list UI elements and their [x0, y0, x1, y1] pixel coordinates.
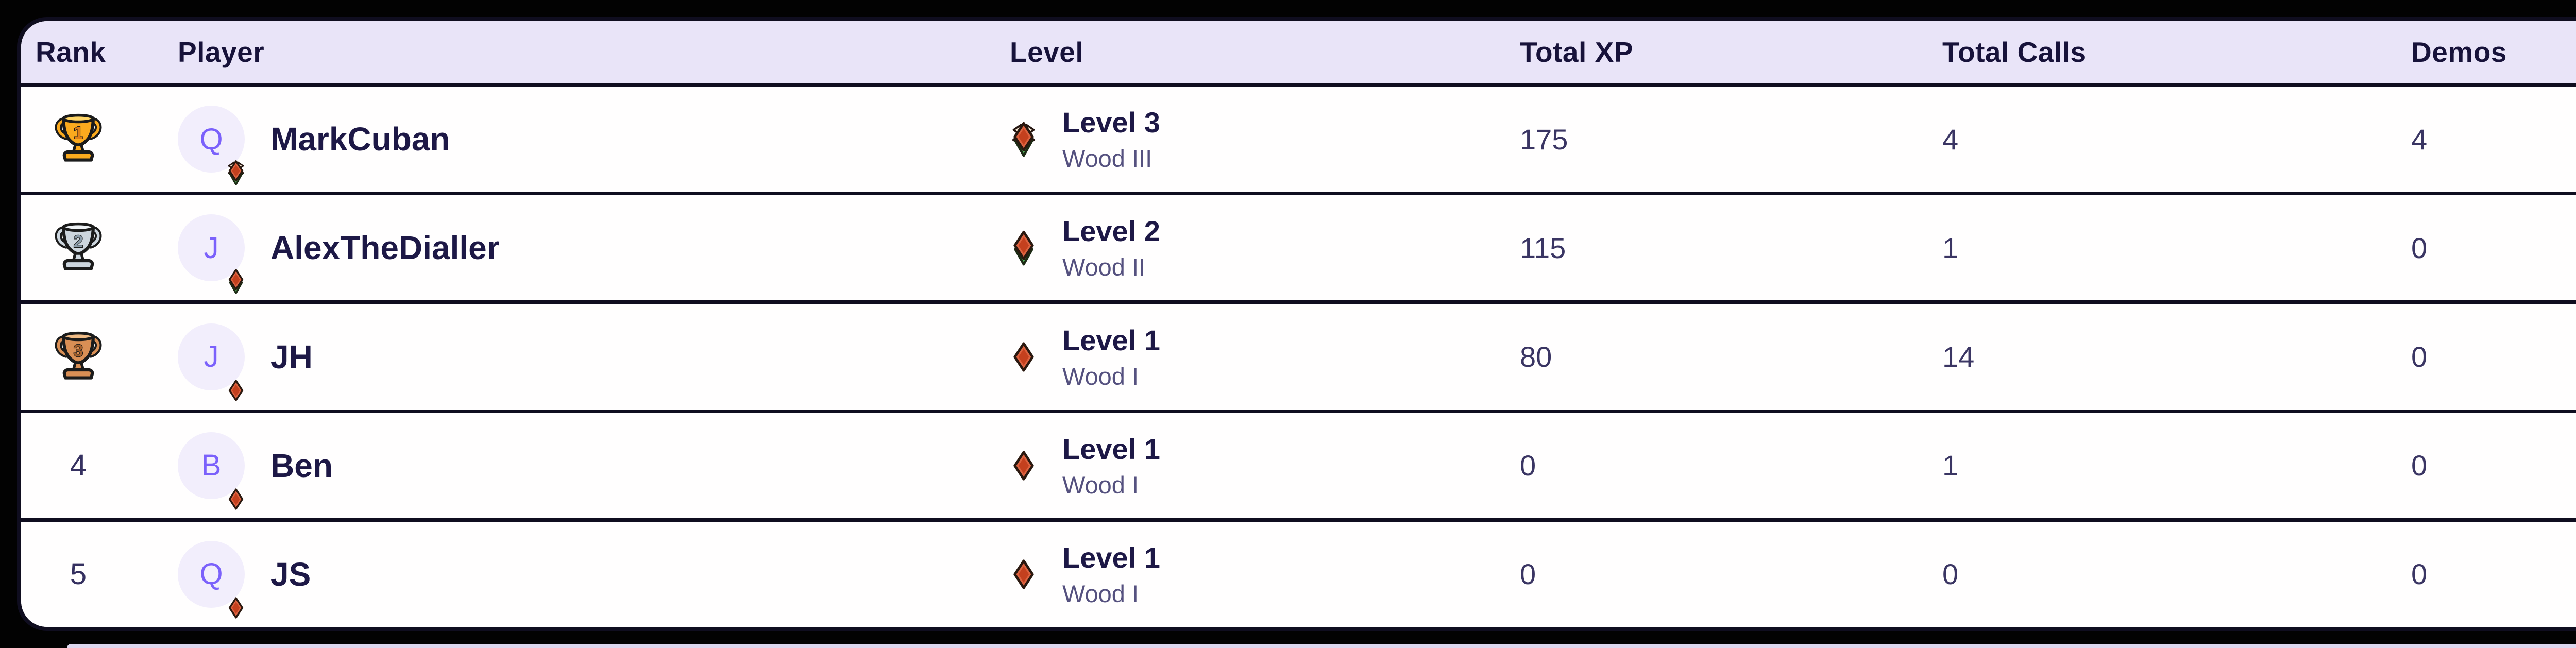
rank-number: 4	[70, 449, 87, 483]
svg-text:3: 3	[74, 341, 83, 360]
demos-value: 0	[2411, 231, 2428, 264]
table-row: 2 J AlexTheDialler Level 2 W	[21, 195, 2576, 304]
total-calls-value: 1	[1942, 449, 1959, 482]
level-tier-label: Wood I	[1062, 579, 1139, 607]
level-label: Level 2	[1062, 215, 1160, 248]
level-badge-mini-icon	[226, 594, 246, 621]
level-badge-icon	[1010, 229, 1038, 266]
level-cell: Level 1 Wood I	[1010, 323, 1520, 390]
level-label: Level 1	[1062, 541, 1160, 574]
svg-text:1: 1	[74, 124, 83, 143]
level-badge-icon	[1010, 556, 1038, 593]
level-tier-label: Wood II	[1062, 253, 1146, 281]
level-badge-mini-icon	[226, 268, 246, 295]
column-header-level: Level	[1010, 36, 1084, 68]
total-xp-value: 115	[1520, 231, 1566, 264]
avatar: Q	[178, 106, 245, 186]
level-badge-icon	[1010, 447, 1038, 484]
player-cell: J JH	[178, 323, 1010, 401]
total-xp-value: 80	[1520, 340, 1552, 373]
column-header-demos: Demos	[2411, 36, 2507, 68]
trophy-silver-icon: 2	[54, 221, 103, 275]
level-tier-label: Wood I	[1062, 362, 1139, 390]
total-calls-value: 4	[1942, 123, 1959, 156]
rank-number: 5	[70, 557, 87, 591]
level-badge-mini-icon	[226, 159, 246, 186]
avatar: J	[178, 323, 245, 401]
player-cell: B Ben	[178, 432, 1010, 510]
total-xp-value: 0	[1520, 449, 1536, 482]
player-name: AlexTheDialler	[270, 229, 500, 267]
total-xp-value: 175	[1520, 123, 1568, 156]
table-row: 4 B Ben Level 1 Wood I 0 1	[21, 413, 2576, 522]
rank-cell: 3	[21, 330, 178, 384]
demos-value: 0	[2411, 558, 2428, 591]
level-label: Level 3	[1062, 106, 1160, 139]
level-badge-mini-icon	[226, 377, 246, 404]
player-name: JS	[270, 555, 311, 593]
level-cell: Level 1 Wood I	[1010, 541, 1520, 608]
total-xp-value: 0	[1520, 558, 1536, 591]
level-cell: Level 3 Wood III	[1010, 106, 1520, 173]
avatar: J	[178, 214, 245, 295]
avatar: Q	[178, 540, 245, 619]
level-label: Level 1	[1062, 323, 1160, 356]
player-cell: Q MarkCuban	[178, 106, 1010, 186]
level-tier-label: Wood I	[1062, 471, 1139, 499]
level-badge-mini-icon	[226, 486, 246, 513]
player-name: MarkCuban	[270, 121, 450, 158]
table-row: 5 Q JS Level 1 Wood I 0 0	[21, 521, 2576, 627]
rank-cell: 1	[21, 112, 178, 166]
table-row: 3 J JH Level 1 Wood I	[21, 304, 2576, 413]
next-card-peek	[67, 644, 2576, 648]
column-header-rank: Rank	[36, 36, 106, 68]
player-cell: J AlexTheDialler	[178, 214, 1010, 295]
player-name: JH	[270, 338, 313, 376]
trophy-bronze-icon: 3	[54, 330, 103, 384]
demos-value: 4	[2411, 123, 2428, 156]
total-calls-value: 0	[1942, 558, 1959, 591]
table-header-row: Rank Player Level Total XP Total Calls D…	[21, 21, 2576, 87]
demos-value: 0	[2411, 340, 2428, 373]
level-label: Level 1	[1062, 432, 1160, 465]
total-calls-value: 1	[1942, 231, 1959, 264]
player-name: Ben	[270, 447, 333, 484]
level-badge-icon	[1010, 121, 1038, 158]
column-header-total-xp: Total XP	[1520, 36, 1633, 68]
column-header-total-calls: Total Calls	[1942, 36, 2087, 68]
avatar: B	[178, 432, 245, 510]
leaderboard-card: Rank Player Level Total XP Total Calls D…	[17, 17, 2576, 631]
player-cell: Q JS	[178, 540, 1010, 619]
total-calls-value: 14	[1942, 340, 1975, 373]
table-body: 1 Q MarkCuban	[21, 87, 2576, 627]
avatar-letter: J	[204, 231, 219, 265]
level-cell: Level 2 Wood II	[1010, 214, 1520, 281]
column-header-player: Player	[178, 36, 265, 68]
rank-cell: 2	[21, 221, 178, 275]
avatar-letter: Q	[199, 122, 223, 156]
rank-cell: 4	[21, 448, 178, 483]
avatar-letter: Q	[199, 557, 223, 591]
level-tier-label: Wood III	[1062, 145, 1153, 173]
demos-value: 0	[2411, 449, 2428, 482]
svg-text:2: 2	[74, 232, 83, 251]
level-cell: Level 1 Wood I	[1010, 432, 1520, 499]
rank-cell: 5	[21, 557, 178, 591]
level-badge-icon	[1010, 338, 1038, 376]
avatar-letter: J	[204, 340, 219, 373]
avatar-letter: B	[201, 449, 222, 483]
trophy-gold-icon: 1	[54, 112, 103, 166]
table-row: 1 Q MarkCuban	[21, 87, 2576, 196]
